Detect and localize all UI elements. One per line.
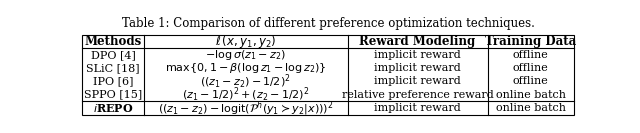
Text: IPO [6]: IPO [6] [93, 76, 133, 86]
Text: $-\log\sigma(z_1 - z_2)$: $-\log\sigma(z_1 - z_2)$ [205, 48, 286, 62]
Text: DPO [4]: DPO [4] [91, 50, 136, 60]
Text: implicit reward: implicit reward [374, 50, 461, 60]
Text: offline: offline [513, 50, 548, 60]
Text: $\ell\,(x, y_1, y_2)$: $\ell\,(x, y_1, y_2)$ [215, 33, 276, 50]
Text: implicit reward: implicit reward [374, 63, 461, 73]
Text: offline: offline [513, 63, 548, 73]
Text: offline: offline [513, 76, 548, 86]
Text: Methods: Methods [84, 35, 142, 48]
Text: $(z_1 - 1/2)^2 + (z_2 - 1/2)^2$: $(z_1 - 1/2)^2 + (z_2 - 1/2)^2$ [182, 86, 309, 104]
Text: SLiC [18]: SLiC [18] [86, 63, 140, 73]
Text: Training Data: Training Data [485, 35, 576, 48]
Text: implicit reward: implicit reward [374, 103, 461, 113]
Text: Table 1: Comparison of different preference optimization techniques.: Table 1: Comparison of different prefere… [122, 17, 534, 30]
Text: $((z_1 - z_2) - \mathrm{logit}(\mathcal{P}^h(y_1 \succ y_2|x)))^2$: $((z_1 - z_2) - \mathrm{logit}(\mathcal{… [158, 99, 333, 118]
Text: $\max\{0, 1 - \beta(\log z_1 - \log z_2)\}$: $\max\{0, 1 - \beta(\log z_1 - \log z_2)… [165, 61, 326, 75]
Text: online batch: online batch [495, 103, 566, 113]
Text: implicit reward: implicit reward [374, 76, 461, 86]
Text: $((z_1 - z_2) - 1/2)^2$: $((z_1 - z_2) - 1/2)^2$ [200, 72, 291, 91]
Text: $i$REPO: $i$REPO [93, 102, 133, 114]
Text: SPPO [15]: SPPO [15] [84, 90, 142, 100]
Text: relative preference reward: relative preference reward [342, 90, 493, 100]
Bar [83, 35, 573, 115]
Text: online batch: online batch [495, 90, 566, 100]
Text: Reward Modeling: Reward Modeling [360, 35, 476, 48]
